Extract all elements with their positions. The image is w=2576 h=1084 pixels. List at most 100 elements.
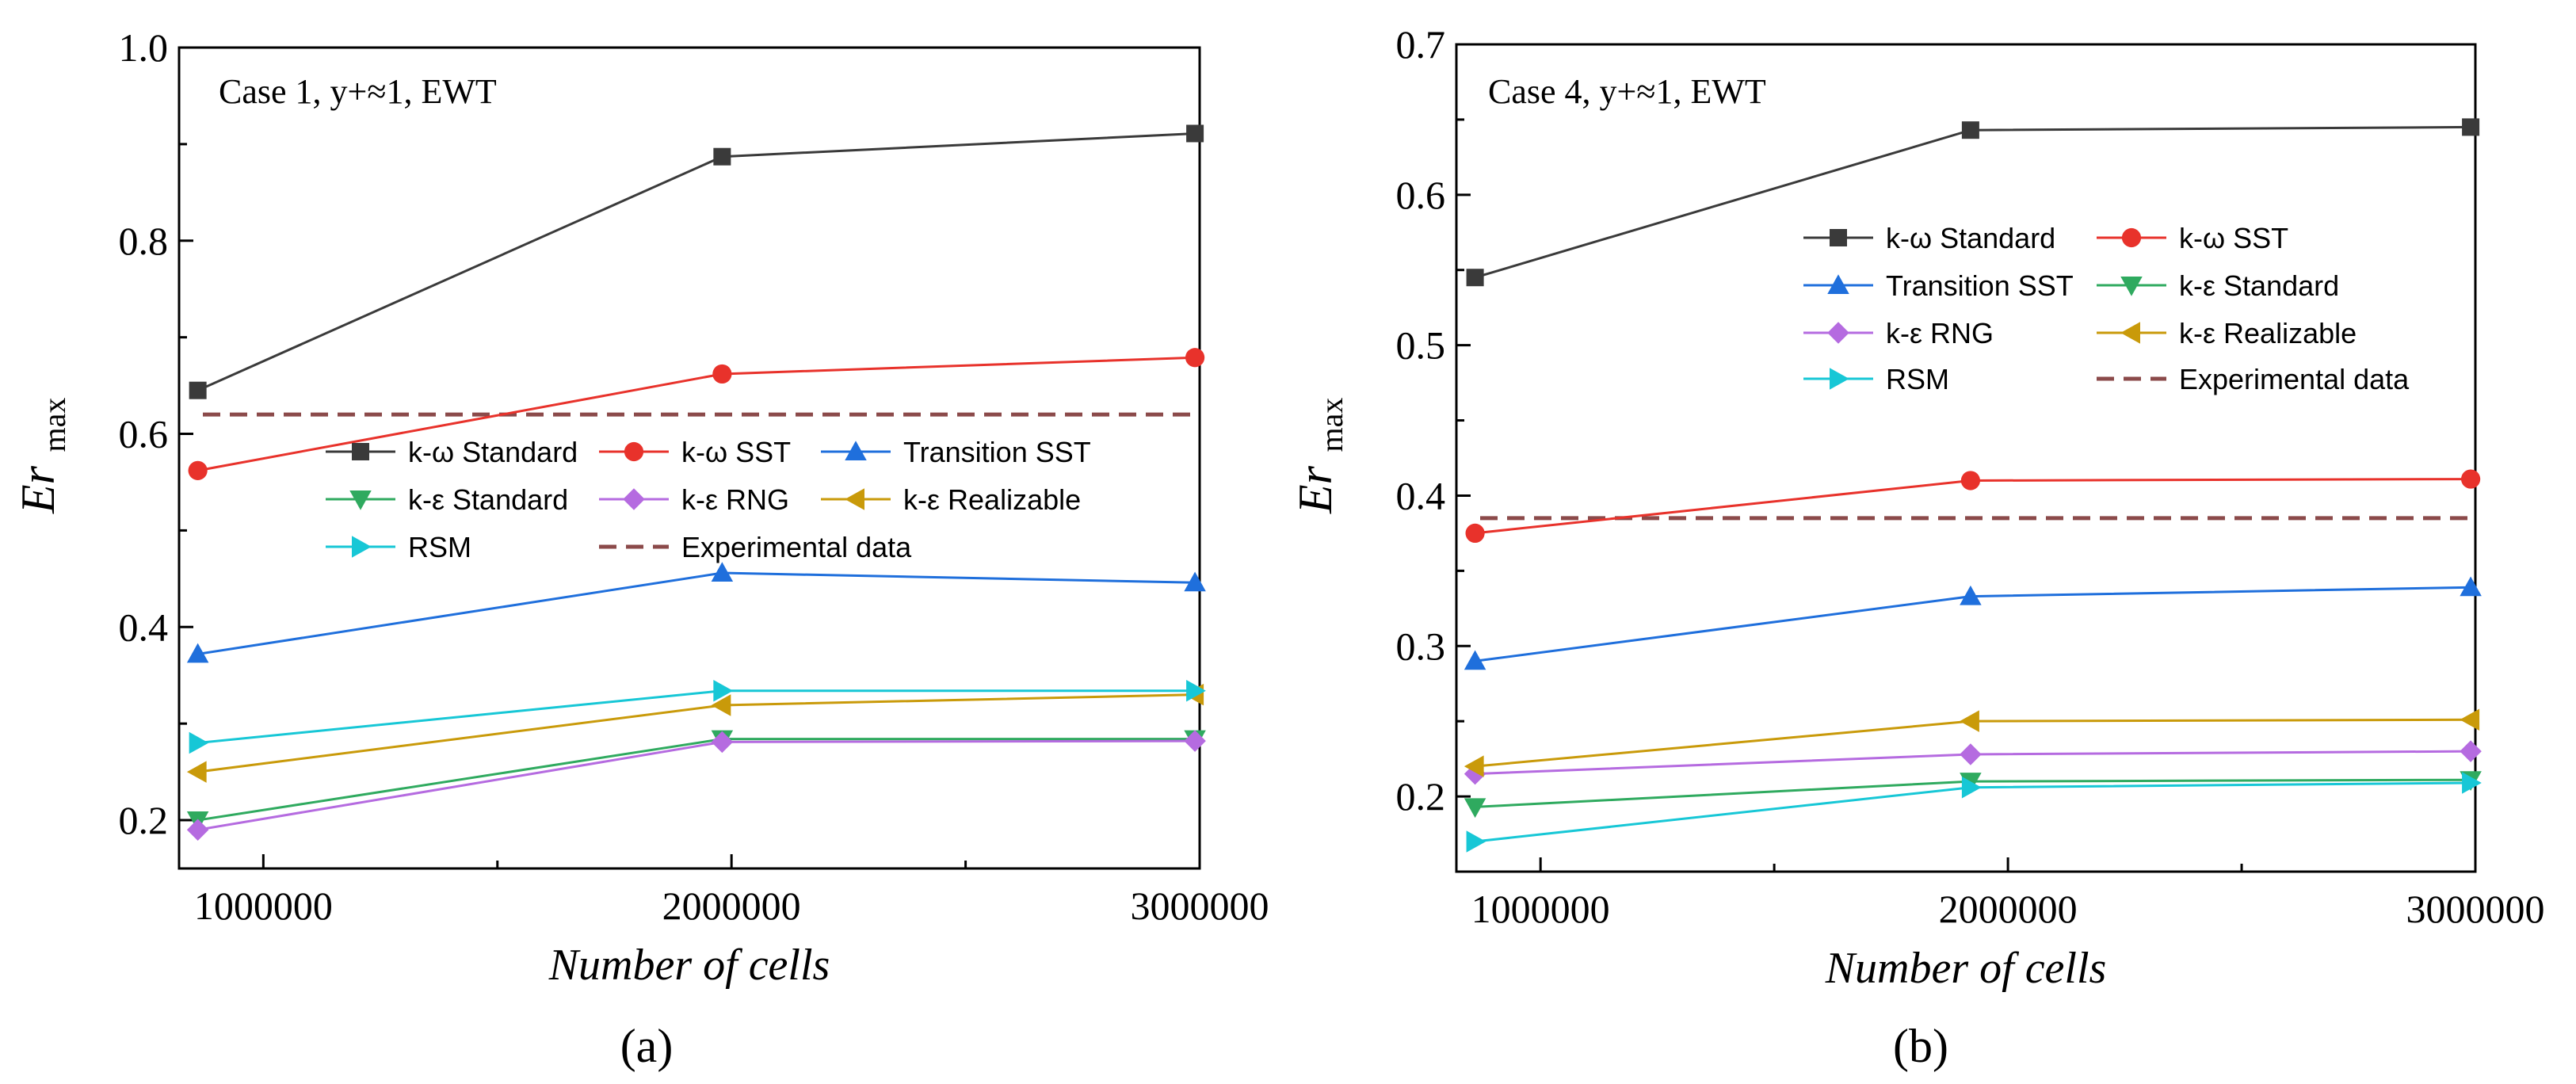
y-tick-label: 0.2 <box>119 798 169 842</box>
panel-b-chart: 0.2 0.3 0.4 0.5 0.6 0.7 1000000 2000000 3000000 N… <box>1289 22 2545 1072</box>
data-point <box>713 679 734 702</box>
legend-label: k-ε Realizable <box>903 483 1081 516</box>
y-tick-label: 0.6 <box>119 412 169 456</box>
y-tick-label: 0.5 <box>1396 323 1446 368</box>
legend-label: k-ε RNG <box>681 483 789 516</box>
y-tick-label: 1.0 <box>119 25 169 70</box>
data-point <box>2462 772 2482 794</box>
legend-label: k-ε Realizable <box>2179 317 2357 349</box>
case-annotation: Case 1, y+≈1, EWT <box>219 72 497 111</box>
legend-entry: RSM <box>1803 363 1949 395</box>
series-k-standard <box>1464 771 2482 819</box>
legend-label: RSM <box>408 531 471 563</box>
legend-entry: k-ε Standard <box>2097 269 2339 302</box>
data-point <box>186 643 209 663</box>
data-point <box>1464 798 1486 819</box>
x-tick-label: 1000000 <box>1471 887 1610 931</box>
series-k-sst <box>1465 469 2481 544</box>
series-k-standard <box>189 124 1204 399</box>
legend-label: k-ε Standard <box>2179 269 2339 302</box>
data-point <box>2462 118 2480 136</box>
y-axis-title-main: Er <box>12 465 64 514</box>
legend-marker <box>1830 368 1849 390</box>
legend-entry: k-ω SST <box>599 436 791 468</box>
series-line <box>197 132 1196 392</box>
series-k-sst <box>188 348 1205 480</box>
series-rsm <box>189 679 1206 754</box>
series-line <box>1475 125 2471 279</box>
legend-entry: Experimental data <box>599 531 912 563</box>
legend-entry: k-ε RNG <box>599 483 789 516</box>
data-point <box>1466 269 1484 287</box>
legend-marker <box>352 443 369 460</box>
data-point <box>2460 740 2482 762</box>
legend: k-ω Standard k-ω SST Transition SST k-ε Sta… <box>1803 222 2410 395</box>
legend-label: RSM <box>1886 363 1949 395</box>
series-k-realizable <box>1464 708 2480 777</box>
y-axis-title: Er max <box>1289 398 1349 514</box>
y-tick-label: 0.3 <box>1396 624 1446 668</box>
data-point <box>189 731 209 754</box>
data-point <box>1184 571 1206 592</box>
y-tick-label: 0.4 <box>119 605 169 649</box>
series-line <box>197 739 1196 831</box>
plot-frame <box>1455 43 2477 873</box>
data-point <box>1185 348 1205 368</box>
legend-label: Transition SST <box>903 436 1091 468</box>
legend: k-ω Standard k-ω SST Transition SST k-ε Sta… <box>326 436 1091 563</box>
data-point <box>2460 576 2482 597</box>
legend-marker <box>845 488 864 510</box>
series-line <box>197 738 1196 822</box>
series-k-realizable <box>186 683 1204 783</box>
data-point <box>1960 710 1979 732</box>
legend-label: Transition SST <box>1886 269 2074 302</box>
y-tick-label: 0.7 <box>1396 22 1446 67</box>
legend-entry: Transition SST <box>821 436 1091 468</box>
legend-marker <box>2120 277 2143 296</box>
series-transition-sst <box>186 562 1206 663</box>
data-point <box>1464 650 1486 670</box>
legend-entry: k-ω Standard <box>1803 222 2055 254</box>
legend-marker <box>624 441 644 462</box>
data-point <box>1186 124 1204 143</box>
legend-label: Experimental data <box>681 531 912 563</box>
series-k-rng <box>186 730 1206 841</box>
legend-label: k-ω Standard <box>1886 222 2055 254</box>
data-point <box>1961 121 1979 139</box>
legend-entry: k-ε RNG <box>1803 317 1994 349</box>
x-tick-label: 3000000 <box>2406 887 2545 931</box>
data-point <box>711 731 734 754</box>
data-point <box>1960 471 1980 490</box>
legend-entry: Transition SST <box>1803 269 2074 302</box>
data-point <box>189 381 207 399</box>
data-point <box>186 761 207 783</box>
legend-label: k-ω SST <box>2179 222 2288 254</box>
y-tick-label: 0.4 <box>1396 473 1446 517</box>
data-point <box>1960 743 1982 765</box>
legend-label: k-ε RNG <box>1886 317 1994 349</box>
legend-label: k-ω SST <box>681 436 791 468</box>
legend-marker <box>352 536 372 558</box>
legend-entry: k-ω SST <box>2097 222 2288 254</box>
data-point <box>1465 523 1485 544</box>
legend-marker <box>1830 229 1847 246</box>
legend-marker <box>623 488 645 510</box>
x-axis-title: Number of cells <box>1825 944 2107 993</box>
x-axis-title: Number of cells <box>548 941 830 990</box>
legend-marker <box>349 490 372 510</box>
series-transition-sst <box>1464 576 2482 670</box>
y-tick-label: 0.8 <box>119 219 169 263</box>
series-k-standard <box>1466 118 2480 287</box>
y-axis-title-subscript: max <box>1314 398 1349 452</box>
x-tick-label: 2000000 <box>1939 887 2078 931</box>
legend-label: k-ω Standard <box>408 436 578 468</box>
legend-entry: k-ε Realizable <box>821 483 1081 516</box>
legend-entry: k-ε Realizable <box>2097 317 2357 349</box>
y-tick-label: 0.6 <box>1396 173 1446 217</box>
series-rsm <box>1466 772 2482 853</box>
x-tick-label: 3000000 <box>1131 884 1269 928</box>
legend-entry: k-ω Standard <box>326 436 578 468</box>
data-point <box>1184 730 1206 752</box>
data-point <box>712 364 732 384</box>
